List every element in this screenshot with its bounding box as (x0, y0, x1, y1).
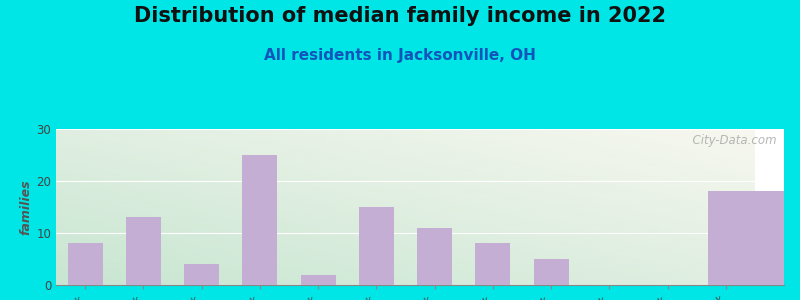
Bar (534, 259, 569, 285)
Text: Distribution of median family income in 2022: Distribution of median family income in … (134, 6, 666, 26)
Bar (475, 243, 510, 285)
Bar (68, 243, 102, 285)
Bar (301, 274, 335, 285)
Text: All residents in Jacksonville, OH: All residents in Jacksonville, OH (264, 48, 536, 63)
Bar (126, 218, 161, 285)
Bar (184, 264, 219, 285)
Bar (242, 155, 278, 285)
Text: City-Data.com: City-Data.com (685, 134, 777, 147)
Bar (359, 207, 394, 285)
Y-axis label: families: families (19, 179, 32, 235)
Bar (708, 191, 796, 285)
Bar (417, 228, 452, 285)
